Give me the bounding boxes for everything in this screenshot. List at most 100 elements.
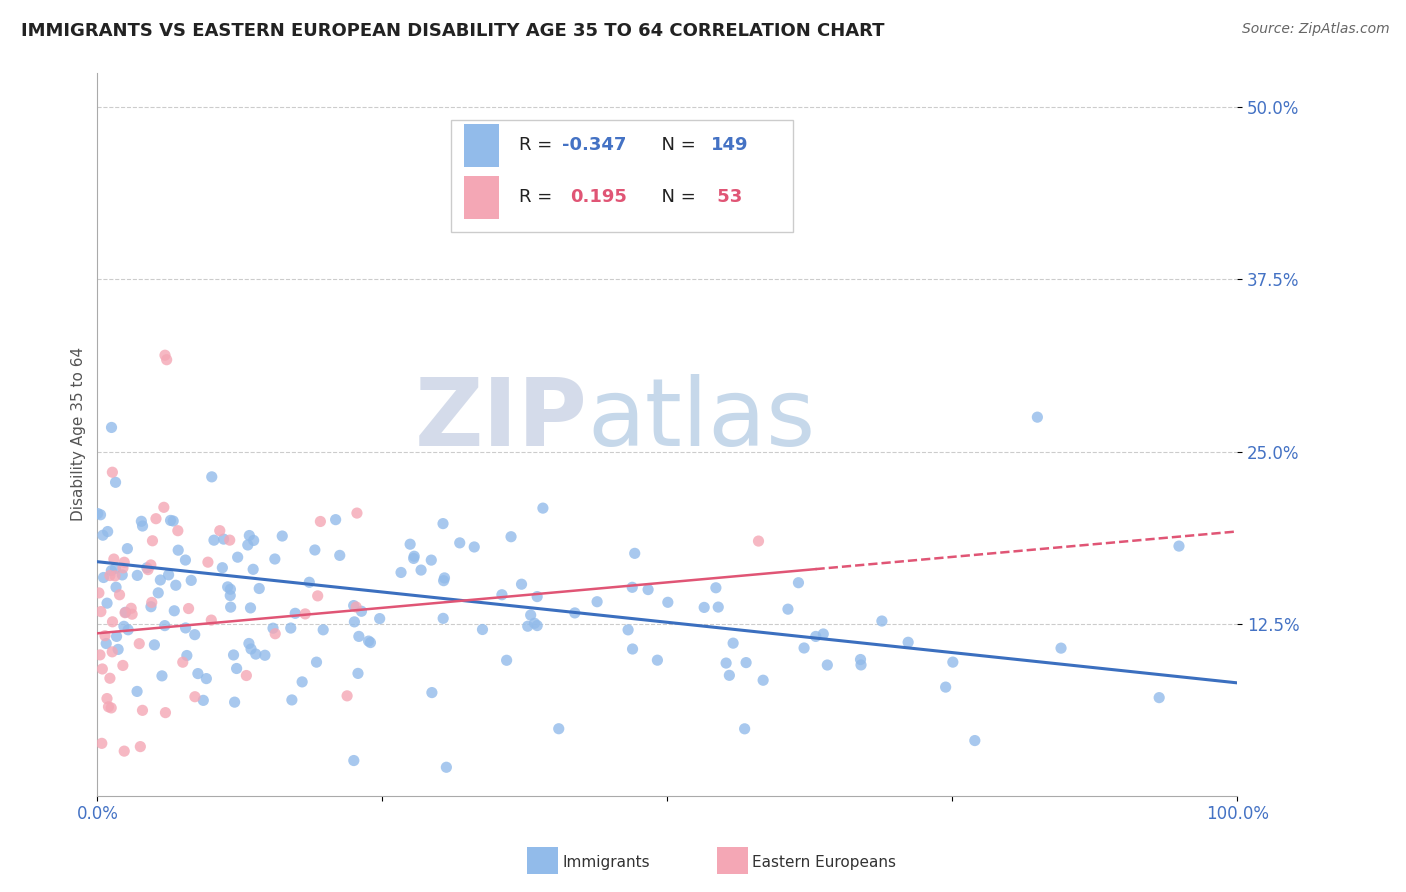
Point <box>294 607 316 621</box>
Point <box>329 549 352 563</box>
Point <box>172 655 194 669</box>
Point <box>368 612 391 626</box>
Point <box>100 701 122 715</box>
Point <box>793 640 815 655</box>
Point <box>89 508 111 522</box>
Text: Eastern Europeans: Eastern Europeans <box>752 855 896 870</box>
Point <box>91 662 114 676</box>
Point <box>224 695 246 709</box>
Point <box>97 699 120 714</box>
Point <box>127 568 149 582</box>
Point <box>197 555 219 569</box>
Point <box>271 529 294 543</box>
Bar <box>464 176 499 219</box>
Point <box>734 722 756 736</box>
Point <box>94 629 117 643</box>
Point <box>389 566 412 580</box>
Text: -0.347: -0.347 <box>562 136 627 154</box>
Point <box>153 500 176 515</box>
Point <box>208 524 231 538</box>
Point <box>870 614 893 628</box>
Point <box>935 680 957 694</box>
Point <box>309 515 332 529</box>
Point <box>1026 410 1049 425</box>
Point <box>516 619 538 633</box>
Point <box>752 673 775 688</box>
Point <box>98 671 121 685</box>
Point <box>165 578 187 592</box>
Point <box>131 519 153 533</box>
Point <box>117 541 139 556</box>
Point <box>704 581 727 595</box>
Text: 149: 149 <box>710 136 748 154</box>
Point <box>131 703 153 717</box>
Point <box>101 615 124 629</box>
Point <box>621 642 644 657</box>
Point <box>100 420 122 434</box>
Point <box>141 595 163 609</box>
Point <box>156 352 179 367</box>
Point <box>97 524 120 539</box>
Point <box>139 558 162 572</box>
Point <box>510 577 533 591</box>
Text: R =: R = <box>519 136 558 154</box>
Point <box>787 575 810 590</box>
Point <box>180 574 202 588</box>
Point <box>212 532 235 546</box>
Point <box>343 599 366 613</box>
Point <box>623 546 645 560</box>
Point <box>307 589 329 603</box>
Point <box>238 528 260 542</box>
Point <box>101 465 124 479</box>
Point <box>96 596 118 610</box>
Point <box>101 645 124 659</box>
Point <box>89 648 111 662</box>
Point <box>155 706 177 720</box>
Point <box>402 551 425 566</box>
Point <box>242 533 264 548</box>
Point <box>211 560 233 574</box>
Point <box>284 607 307 621</box>
Point <box>434 760 457 774</box>
Point <box>202 533 225 548</box>
Point <box>849 657 872 672</box>
Point <box>157 567 180 582</box>
Point <box>433 574 456 588</box>
Point <box>184 628 207 642</box>
Point <box>112 744 135 758</box>
Point <box>103 552 125 566</box>
Point <box>176 648 198 663</box>
Point <box>117 623 139 637</box>
Point <box>148 586 170 600</box>
Point <box>107 642 129 657</box>
Point <box>897 635 920 649</box>
Point <box>153 348 176 362</box>
Point <box>195 672 218 686</box>
Point <box>499 530 522 544</box>
Point <box>128 637 150 651</box>
Point <box>242 562 264 576</box>
Point <box>120 601 142 615</box>
Point <box>491 588 513 602</box>
Point <box>357 634 380 648</box>
Point <box>523 616 546 631</box>
Point <box>849 652 872 666</box>
Point <box>150 669 173 683</box>
Point <box>219 589 242 603</box>
Point <box>90 605 112 619</box>
Point <box>217 580 239 594</box>
Point <box>963 733 986 747</box>
Point <box>647 653 669 667</box>
Point <box>114 605 136 619</box>
Point <box>235 668 257 682</box>
Point <box>813 627 835 641</box>
Point <box>721 636 744 650</box>
Point <box>111 658 134 673</box>
Point <box>93 570 115 584</box>
Point <box>129 739 152 754</box>
Point <box>104 561 127 575</box>
Point <box>693 600 716 615</box>
Point <box>238 636 260 650</box>
Text: 53: 53 <box>710 188 742 206</box>
Point <box>637 582 659 597</box>
